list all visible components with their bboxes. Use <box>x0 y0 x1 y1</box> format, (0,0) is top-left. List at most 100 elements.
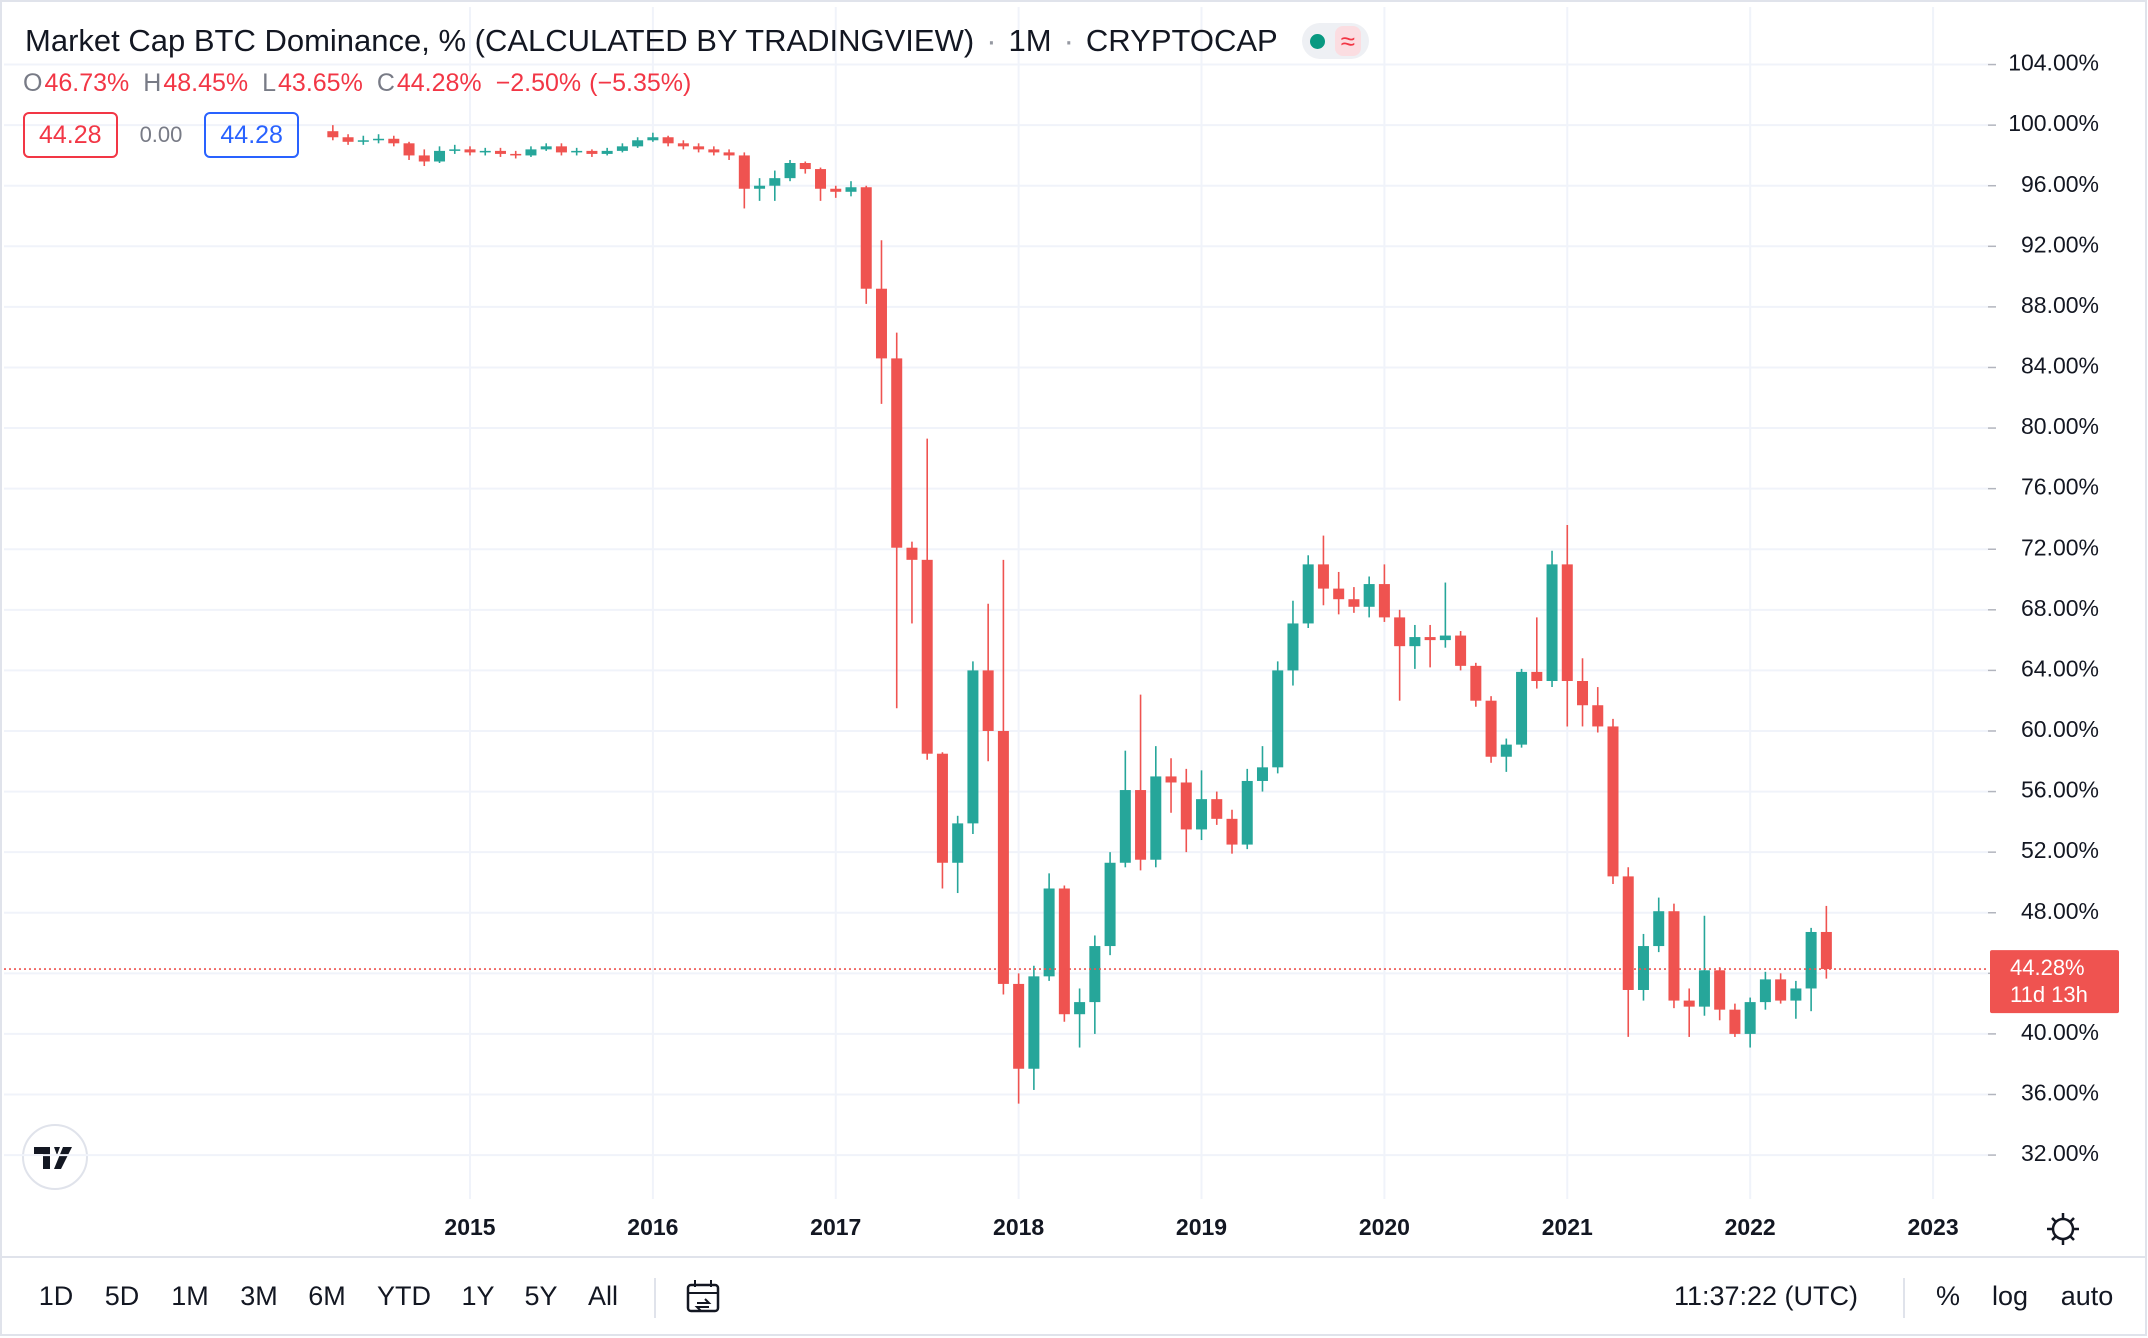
candle-body <box>1272 670 1284 768</box>
candle-body <box>327 131 339 138</box>
symbol-title[interactable]: Market Cap BTC Dominance, % (CALCULATED … <box>25 23 975 58</box>
candle-body <box>1226 818 1238 845</box>
y-tick-label: 84.00% <box>2021 353 2099 379</box>
ohlc-value: 48.45% <box>163 68 249 97</box>
candle-body <box>1058 888 1070 1015</box>
candle-body <box>830 188 842 192</box>
candle-body <box>693 146 705 150</box>
ohlc-value: 43.65% <box>278 68 363 97</box>
range-button[interactable]: 1M <box>171 1281 209 1311</box>
y-tick-label: 92.00% <box>2021 231 2099 257</box>
candle-body <box>662 137 674 144</box>
gear-ring[interactable] <box>2051 1217 2075 1241</box>
candle-body <box>1607 726 1619 877</box>
candle-body <box>342 137 354 142</box>
exchange[interactable]: CRYPTOCAP <box>1085 23 1278 58</box>
x-tick-label: 2018 <box>993 1214 1044 1240</box>
candle-body <box>1744 1002 1756 1034</box>
y-tick-label: 72.00% <box>2021 534 2099 560</box>
value-box[interactable]: 44.28 <box>23 112 118 158</box>
date-range-icon[interactable] <box>686 1280 720 1313</box>
candle-body <box>1119 790 1131 863</box>
candle-body <box>1759 979 1771 1003</box>
candle-body <box>1546 564 1558 682</box>
candle-body <box>1820 931 1832 970</box>
candle-body <box>1028 976 1040 1069</box>
grid <box>4 7 1988 1199</box>
gear-teeth[interactable] <box>2047 1213 2079 1245</box>
candle-body <box>1378 584 1390 618</box>
range-button[interactable]: 1Y <box>461 1281 494 1311</box>
candle-body <box>616 146 628 151</box>
y-tick-label: 40.00% <box>2021 1019 2099 1045</box>
candle-body <box>1256 767 1268 781</box>
candle-body <box>754 185 766 189</box>
y-tick-label: 48.00% <box>2021 898 2099 924</box>
tradingview-logo[interactable] <box>22 1124 88 1190</box>
range-button[interactable]: 5Y <box>524 1281 557 1311</box>
scale-option[interactable]: % <box>1936 1281 1960 1311</box>
y-tick-label: 32.00% <box>2021 1140 2099 1166</box>
y-tick-label: 96.00% <box>2021 171 2099 197</box>
candle-body <box>982 670 994 731</box>
x-tick-label: 2016 <box>627 1214 678 1240</box>
settings-icon[interactable] <box>2047 1213 2079 1245</box>
candle-body <box>418 155 430 162</box>
candle-body <box>479 150 491 153</box>
candle-body <box>1790 988 1802 1001</box>
range-button[interactable]: YTD <box>377 1281 431 1311</box>
status-badges[interactable]: ≈ <box>1301 23 1370 59</box>
candle-body <box>1500 744 1512 757</box>
candle-body <box>525 149 537 156</box>
clock[interactable]: 11:37:22 (UTC) <box>1674 1281 1858 1311</box>
range-button[interactable]: 5D <box>105 1281 140 1311</box>
scale-option[interactable]: log <box>1992 1281 2028 1311</box>
range-button[interactable]: All <box>588 1281 618 1311</box>
separator: · <box>1063 23 1074 58</box>
scale-option[interactable]: auto <box>2061 1281 2114 1311</box>
x-tick-label: 2019 <box>1176 1214 1227 1240</box>
range-button[interactable]: 3M <box>240 1281 278 1311</box>
candle-body <box>1074 1002 1086 1015</box>
candle-body <box>921 559 933 754</box>
candle-body <box>891 358 903 548</box>
candle-body <box>540 146 552 150</box>
candle-body <box>860 187 872 289</box>
candle-body <box>388 138 400 144</box>
candle-body <box>1805 931 1817 989</box>
logo-glyph[interactable] <box>34 1147 72 1169</box>
delay-badge[interactable]: ≈ <box>1334 26 1362 56</box>
toolbar: 1D 5D 1M 3M 6M YTD 1Y 5Y All 11:37:22 (UTC)% log au… <box>39 1281 2114 1311</box>
candle-body <box>1165 776 1177 783</box>
market-status-dot[interactable] <box>1309 33 1325 49</box>
candle-body <box>494 150 506 154</box>
interval[interactable]: 1M <box>1008 23 1052 58</box>
ohlc-key: O <box>23 68 43 97</box>
ohlc-legend: O 46.73% H 48.45% L 43.65% C 44.28% −2.50% (−5.35… <box>23 66 699 100</box>
range-button[interactable]: 6M <box>308 1281 346 1311</box>
candle-body <box>1729 1009 1741 1034</box>
candle-body <box>936 753 948 863</box>
logo-circle[interactable] <box>22 1124 88 1190</box>
candle-body <box>1683 1000 1695 1007</box>
price-tag-countdown: 11d 13h <box>2010 982 2088 1007</box>
candle-body <box>632 140 644 147</box>
candle-body <box>434 150 446 162</box>
candle-body <box>1013 983 1025 1069</box>
candle-body <box>1698 970 1710 1007</box>
ohlc-value: 44.28% <box>396 68 482 97</box>
candle-body <box>952 823 964 863</box>
candle-body <box>1485 700 1497 757</box>
axes: 104.00% 100.00% 96.00% 92.00% 88.00% 84.00% 80… <box>444 50 2119 1240</box>
value-box[interactable]: 44.28 <box>204 112 299 158</box>
candle-body <box>555 146 567 153</box>
candle-body <box>1409 637 1421 647</box>
candle-body <box>571 150 583 153</box>
candle-body <box>1348 599 1360 607</box>
range-button[interactable]: 1D <box>39 1281 74 1311</box>
calendar-body[interactable] <box>686 1283 720 1313</box>
candle-body <box>677 143 689 147</box>
calendar-glyph[interactable] <box>688 1280 718 1312</box>
y-tick-label: 100.00% <box>2008 110 2099 136</box>
